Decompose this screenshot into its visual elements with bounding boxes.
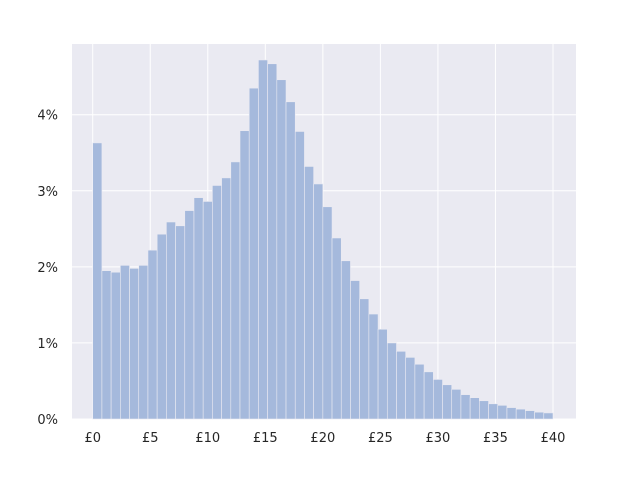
- histogram-bar: [138, 265, 149, 420]
- histogram-bar: [340, 260, 351, 420]
- histogram-bar: [110, 271, 121, 420]
- histogram-bar: [543, 412, 554, 420]
- histogram-bar: [414, 363, 425, 420]
- histogram-bar: [386, 342, 397, 420]
- histogram-bar: [433, 379, 443, 420]
- y-tick-label: 4%: [37, 109, 58, 124]
- y-tick-label: 3%: [37, 185, 58, 200]
- histogram-bar: [497, 405, 508, 420]
- histogram-bar: [239, 130, 250, 420]
- histogram-bars: [92, 59, 554, 420]
- histogram-bar: [469, 397, 480, 420]
- histogram-bar: [331, 237, 342, 420]
- x-tick-label: £25: [368, 431, 393, 446]
- x-axis-ticks: £0 £5 £10 £15 £20 £25 £30 £35 £40: [84, 431, 565, 446]
- histogram-bar: [313, 183, 324, 420]
- histogram-bar: [276, 79, 287, 420]
- histogram-bar: [405, 357, 416, 420]
- x-tick-label: £35: [483, 431, 508, 446]
- histogram-bar: [193, 197, 204, 420]
- histogram-bar: [368, 313, 379, 420]
- histogram-bar: [258, 59, 268, 420]
- histogram-bar: [442, 384, 453, 420]
- histogram-bar: [359, 298, 370, 420]
- histogram-bar: [101, 270, 112, 420]
- histogram-bar: [322, 206, 333, 420]
- x-tick-label: £5: [142, 431, 159, 446]
- histogram-bar: [212, 185, 222, 420]
- y-tick-label: 0%: [37, 413, 58, 428]
- y-tick-label: 2%: [37, 261, 58, 276]
- x-tick-label: £0: [84, 431, 101, 446]
- histogram-bar: [202, 201, 213, 420]
- x-tick-label: £20: [310, 431, 335, 446]
- histogram-bar: [285, 101, 296, 420]
- histogram-bar: [147, 249, 158, 420]
- histogram-bar: [230, 161, 241, 420]
- histogram-bar: [184, 210, 195, 420]
- histogram-bar: [460, 394, 471, 420]
- histogram-bar: [396, 351, 406, 420]
- histogram-bar: [267, 63, 278, 420]
- x-tick-label: £15: [253, 431, 278, 446]
- histogram-bar: [377, 328, 388, 420]
- histogram-bar: [175, 225, 186, 420]
- histogram-bar: [488, 403, 499, 420]
- histogram-bar: [423, 371, 434, 420]
- histogram-bar: [534, 411, 545, 420]
- histogram-bar: [166, 221, 176, 420]
- y-axis-ticks: 0% 1% 2% 3% 4%: [37, 109, 58, 428]
- histogram-bar: [506, 407, 517, 420]
- x-tick-label: £40: [541, 431, 566, 446]
- histogram-bar: [479, 400, 489, 420]
- histogram-bar: [525, 410, 535, 420]
- x-tick-label: £30: [426, 431, 451, 446]
- histogram-bar: [350, 280, 360, 420]
- histogram-bar: [515, 408, 526, 420]
- histogram-bar: [294, 131, 305, 420]
- x-tick-label: £10: [195, 431, 220, 446]
- histogram-bar: [451, 389, 462, 420]
- histogram-bar: [156, 233, 167, 420]
- histogram-bar: [221, 177, 232, 420]
- histogram-bar: [304, 166, 314, 420]
- histogram-bar: [120, 265, 130, 420]
- histogram-bar: [92, 142, 103, 420]
- histogram-bar: [129, 268, 140, 420]
- histogram-bar: [248, 87, 259, 420]
- y-tick-label: 1%: [37, 337, 58, 352]
